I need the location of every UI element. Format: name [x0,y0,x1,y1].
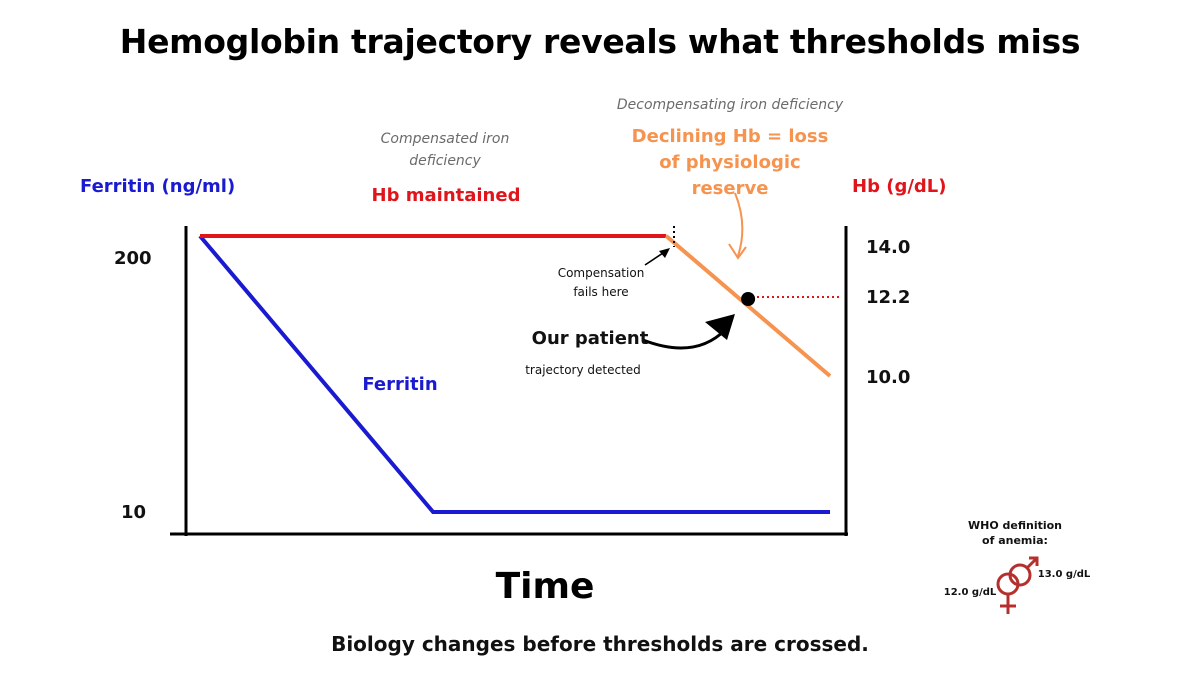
decline-curved-arrow [734,192,744,257]
chart-title: Hemoglobin trajectory reveals what thres… [119,22,1081,61]
right-axis-title: Hb (g/dL) [852,176,947,197]
left-tick-200: 200 [114,248,152,269]
compensation-arrowhead [659,248,670,258]
decompensating-label: Decompensating iron deficiency [616,97,844,113]
compensation-fails-label: Compensation fails here [557,266,645,299]
series-line-ferritin [198,234,830,514]
trajectory-detected-label: trajectory detected [525,363,641,377]
who-male-threshold: 13.0 g/dL [1037,569,1091,580]
ferritin-series-label: Ferritin [362,374,438,395]
patient-curved-arrow [642,328,727,350]
x-axis-title: Time [495,566,595,607]
subtitle: Biology changes before thresholds are cr… [331,632,869,656]
who-heading: WHO definition of anemia: [967,519,1063,547]
declining-hb-label: Declining Hb = loss of physiologic reser… [631,126,829,199]
who-gender-icon [996,556,1039,614]
patient-point [741,292,756,306]
hb-maintained-label: Hb maintained [371,185,521,206]
who-female-threshold: 12.0 g/dL [943,587,997,598]
decline-curved-arrowhead [728,243,747,260]
our-patient-label: Our patient [531,328,649,349]
right-tick-14: 14.0 [866,237,911,258]
left-axis-title: Ferritin (ng/ml) [80,176,236,197]
right-tick-10: 10.0 [866,367,911,388]
left-tick-10: 10 [121,502,147,523]
patient-arrowhead [705,314,735,340]
right-tick-12-2: 12.2 [866,287,911,308]
compensated-label: Compensated iron deficiency [380,131,510,169]
